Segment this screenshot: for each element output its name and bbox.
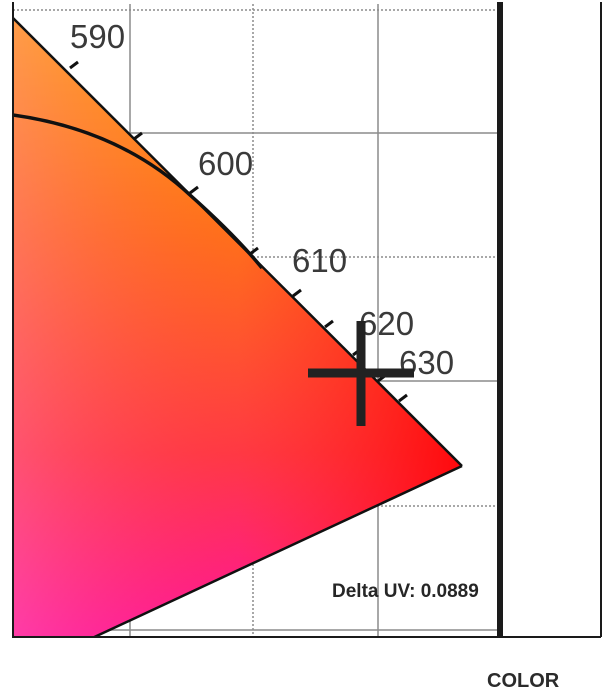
tick-635: [398, 393, 408, 403]
tick-610: [249, 246, 259, 256]
crosshair-icon[interactable]: [308, 321, 414, 426]
spectral-gamut-shading: [13, 18, 462, 636]
tick-600: [189, 185, 199, 195]
wavelength-label-600: 600: [198, 145, 253, 182]
planckian-locus-curve: [13, 113, 264, 270]
tick-590: [69, 60, 79, 70]
wavelength-label-610: 610: [292, 242, 347, 279]
color-label: COLOR: [487, 670, 560, 692]
delta-uv-readout: Delta UV: 0.0889: [332, 581, 479, 602]
wavelength-label-590: 590: [70, 18, 125, 55]
wavelength-label-620: 620: [359, 305, 414, 342]
tick-620: [324, 319, 334, 329]
tick-615: [292, 288, 302, 298]
tick-595: [133, 131, 143, 141]
purple-line-edge: [93, 464, 463, 636]
plot-frame: [12, 2, 602, 638]
